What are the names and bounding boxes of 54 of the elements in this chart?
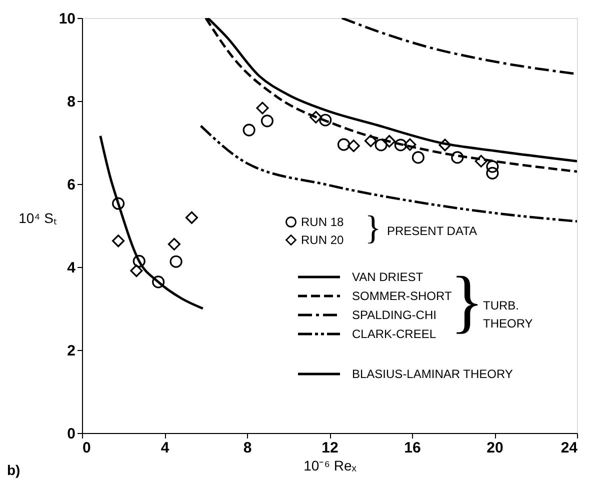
point: [260, 114, 274, 128]
text: b): [7, 462, 20, 478]
y-tick-label: 6: [67, 176, 76, 194]
point: [364, 134, 378, 148]
y-axis-title: 10⁴ Sₜ: [18, 210, 58, 226]
point: [152, 276, 165, 288]
point: [394, 138, 407, 152]
x-tick-label: 8: [243, 440, 252, 456]
x-tick-label: 16: [404, 440, 421, 456]
x-tick-label: 4: [160, 440, 170, 456]
annotation: PRESENT DATA: [387, 224, 478, 238]
point: [404, 138, 416, 151]
point: [130, 264, 143, 278]
annotation: }: [450, 264, 484, 340]
x-tick-label: 0: [82, 440, 91, 456]
y-tick-label: 4: [67, 260, 76, 276]
point: [112, 234, 125, 248]
point: [242, 124, 256, 136]
legend-label: RUN 20: [301, 233, 344, 247]
annotation: TURB. THEORY: [483, 298, 533, 330]
legend-label: BLASIUS-LAMINAR THEORY: [352, 367, 513, 381]
legend-label: RUN 18: [301, 215, 344, 229]
point: [170, 255, 182, 268]
point: [451, 151, 464, 164]
x-tick-label: 20: [486, 440, 504, 456]
point: [486, 160, 499, 173]
legend-label: VAN DRIEST: [352, 270, 424, 284]
point: [438, 138, 452, 152]
point: [374, 138, 388, 152]
legend-label: SPALDING-CHI: [352, 308, 436, 322]
point: [383, 134, 396, 148]
point: [486, 166, 499, 180]
point: [337, 138, 350, 151]
annotation: }: [364, 210, 382, 247]
point: [168, 238, 180, 250]
point: [347, 140, 360, 152]
y-tick-label: 8: [67, 94, 76, 110]
x-axis-title: 10⁻⁶ Reₓ: [304, 458, 357, 474]
x-tick-label: 12: [322, 440, 338, 456]
point: [412, 151, 424, 164]
point: [185, 211, 198, 224]
point: [319, 114, 332, 126]
point: [132, 254, 146, 268]
point: [112, 197, 125, 210]
legend-label: SOMMER-SHORT: [352, 289, 452, 303]
y-tick-label: 10: [58, 10, 76, 28]
line-series: [99, 134, 204, 310]
point: [474, 154, 488, 168]
x-tick-label: 24: [560, 440, 578, 456]
y-tick-label: 0: [67, 426, 76, 442]
point: [256, 102, 269, 114]
point: [310, 110, 322, 124]
legend-label: CLARK-CREEL: [352, 327, 436, 341]
y-tick-label: 2: [67, 342, 76, 360]
